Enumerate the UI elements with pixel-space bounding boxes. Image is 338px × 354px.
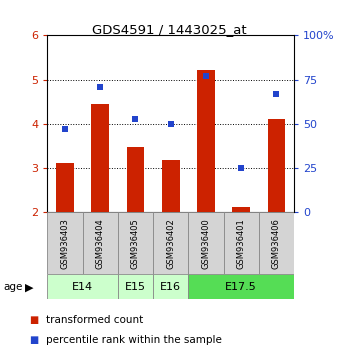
Text: transformed count: transformed count bbox=[46, 315, 143, 325]
Text: E16: E16 bbox=[160, 282, 181, 292]
Bar bbox=[188, 274, 294, 299]
Text: GSM936402: GSM936402 bbox=[166, 218, 175, 269]
Bar bbox=[153, 212, 188, 274]
Text: ■: ■ bbox=[29, 335, 39, 345]
Text: GSM936401: GSM936401 bbox=[237, 218, 246, 269]
Text: percentile rank within the sample: percentile rank within the sample bbox=[46, 335, 221, 345]
Text: GSM936405: GSM936405 bbox=[131, 218, 140, 269]
Bar bbox=[162, 160, 179, 212]
Text: E17.5: E17.5 bbox=[225, 282, 257, 292]
Bar bbox=[118, 212, 153, 274]
Bar bbox=[118, 274, 153, 299]
Text: E15: E15 bbox=[125, 282, 146, 292]
Bar bbox=[153, 274, 188, 299]
Bar bbox=[47, 274, 118, 299]
Text: GSM936406: GSM936406 bbox=[272, 218, 281, 269]
Bar bbox=[82, 212, 118, 274]
Bar bbox=[56, 163, 74, 212]
Bar bbox=[259, 212, 294, 274]
Text: GSM936403: GSM936403 bbox=[61, 218, 69, 269]
Text: age: age bbox=[3, 282, 23, 292]
Bar bbox=[223, 212, 259, 274]
Bar bbox=[127, 147, 144, 212]
Bar bbox=[197, 70, 215, 212]
Text: GDS4591 / 1443025_at: GDS4591 / 1443025_at bbox=[92, 23, 246, 36]
Bar bbox=[47, 212, 82, 274]
Bar bbox=[233, 207, 250, 212]
Text: E14: E14 bbox=[72, 282, 93, 292]
Bar bbox=[188, 212, 223, 274]
Text: GSM936404: GSM936404 bbox=[96, 218, 105, 269]
Text: ■: ■ bbox=[29, 315, 39, 325]
Text: ▶: ▶ bbox=[24, 282, 33, 292]
Bar bbox=[268, 119, 285, 212]
Bar bbox=[91, 104, 109, 212]
Text: GSM936400: GSM936400 bbox=[201, 218, 211, 269]
